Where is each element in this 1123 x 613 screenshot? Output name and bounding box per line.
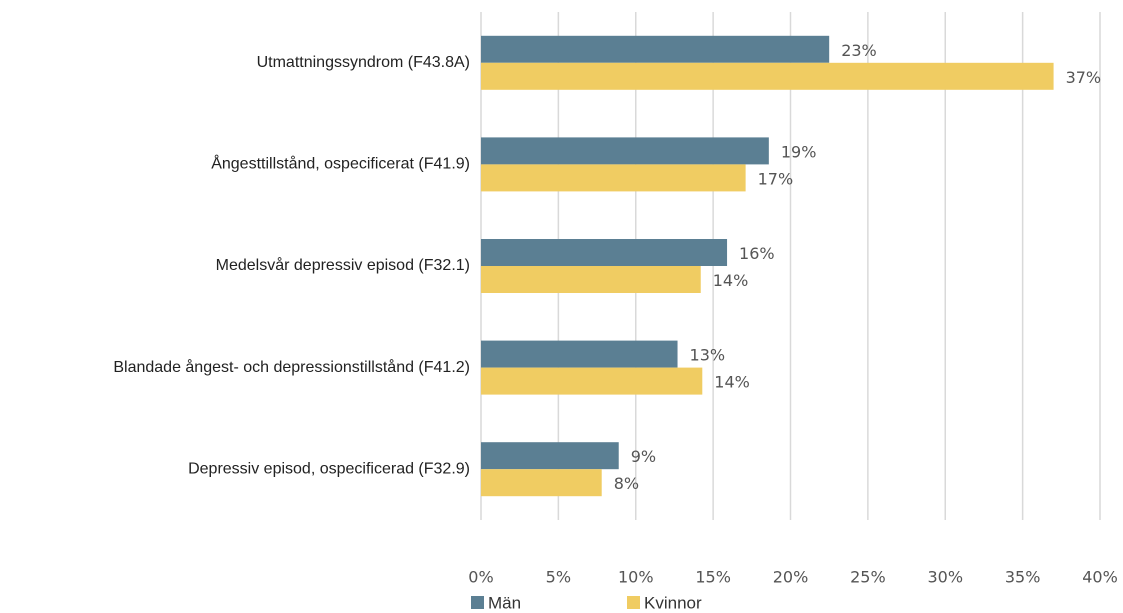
value-label: 16% [739,244,775,263]
value-label: 8% [614,474,639,493]
x-tick-label: 25% [850,568,886,587]
value-label: 19% [781,142,817,161]
value-label: 17% [758,169,794,188]
value-label: 14% [713,271,749,290]
category-label: Medelsvår depressiv episod (F32.1) [216,256,470,274]
category-label: Blandade ångest- och depressionstillstån… [113,358,470,376]
legend-swatch [627,596,640,609]
legend-label: Män [488,593,521,612]
bar [481,469,602,497]
bar [481,266,701,293]
x-tick-label: 10% [618,568,654,587]
bar [481,35,830,63]
bar [481,137,769,165]
bar [481,367,703,395]
value-label: 37% [1066,68,1102,87]
bar [481,340,678,368]
category-label: Ångesttillstånd, ospecificerat (F41.9) [211,154,470,173]
x-tick-label: 5% [546,568,571,587]
value-label: 13% [690,346,726,365]
legend-swatch [471,596,484,609]
x-tick-label: 15% [695,568,731,587]
x-tick-label: 0% [468,568,493,587]
value-label: 9% [631,447,656,466]
legend-label: Kvinnor [644,593,702,612]
value-label: 23% [841,41,877,60]
category-label: Depressiv episod, ospecificerad (F32.9) [188,460,470,477]
bar [481,164,746,192]
category-label: Utmattningssyndrom (F43.8A) [257,54,470,71]
x-tick-label: 40% [1082,568,1118,587]
x-tick-label: 20% [773,568,809,587]
bar [481,239,728,266]
x-tick-label: 30% [927,568,963,587]
bar [481,442,619,470]
value-label: 14% [714,373,750,392]
bar [481,62,1054,90]
x-tick-label: 35% [1005,568,1041,587]
